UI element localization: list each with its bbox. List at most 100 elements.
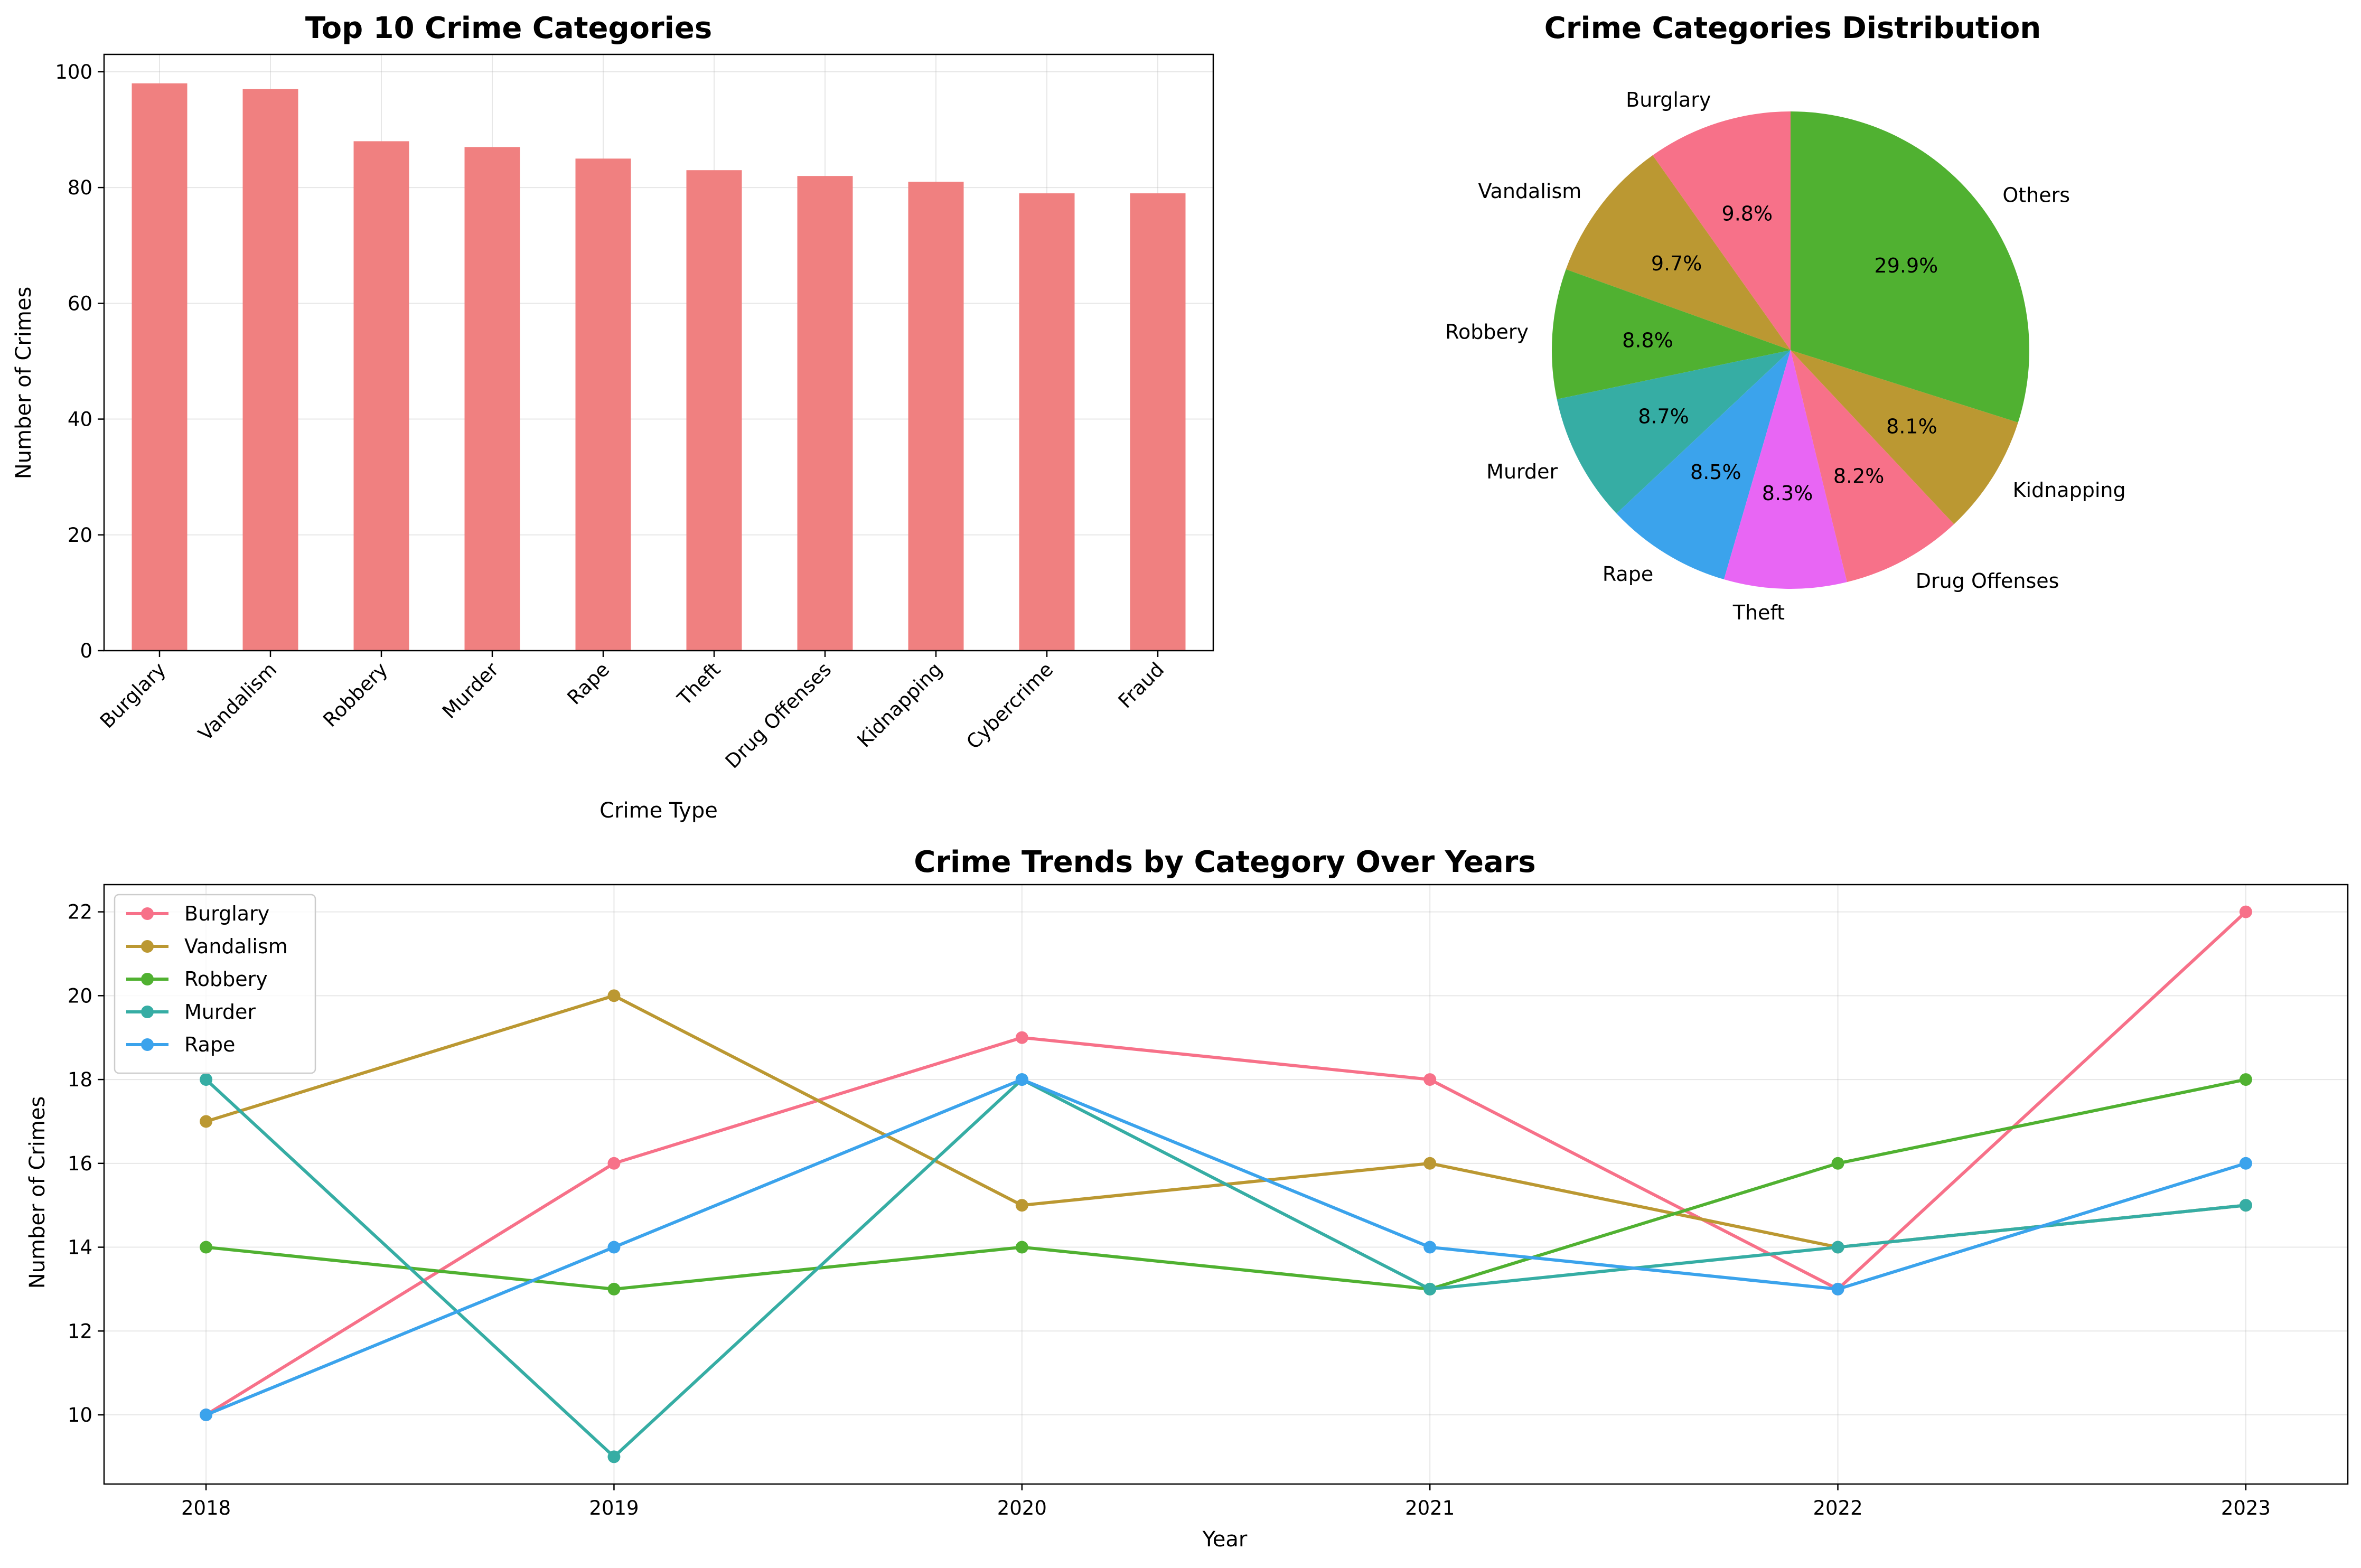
bar-chart-x-tick-label: Drug Offenses — [721, 658, 836, 773]
pie-slice — [1652, 111, 1791, 350]
bar — [242, 89, 298, 651]
line-point — [607, 989, 621, 1002]
bar-chart-x-tick-label: Fraud — [1114, 658, 1169, 713]
line-chart-x-tick-label: 2019 — [589, 1497, 639, 1519]
line-chart-y-tick-label: 20 — [68, 984, 92, 1007]
legend-marker — [141, 907, 154, 920]
line-point — [200, 1409, 213, 1422]
line-point — [1423, 1282, 1437, 1295]
line-series-vandalism — [205, 994, 2246, 1249]
pie-slice — [1616, 350, 1791, 580]
line-point — [200, 1241, 213, 1254]
pie-percent-label: 8.8% — [1622, 328, 1673, 352]
pie-label: Murder — [1486, 460, 1558, 483]
bar — [1019, 193, 1075, 651]
line-series-murder — [205, 1078, 2246, 1459]
pie-label: Vandalism — [1478, 180, 1582, 203]
line-point — [1831, 1282, 1844, 1295]
line-point — [1831, 1241, 1844, 1254]
line-point — [200, 1073, 213, 1086]
line-chart-x-axis-label: Year — [1202, 1527, 1248, 1552]
pie-percent-label: 8.1% — [1886, 415, 1937, 438]
pie-percent-label: 9.8% — [1722, 202, 1773, 226]
bar-chart-panel: Top 10 Crime Categories Crime Type Numbe… — [12, 11, 1214, 823]
legend-label: Murder — [184, 1000, 256, 1024]
bar-chart-x-axis-label: Crime Type — [599, 799, 718, 823]
line-point — [607, 1157, 621, 1170]
bar-chart-y-tick-label: 0 — [80, 640, 92, 662]
line-chart-legend-box — [114, 894, 316, 1074]
pie-percent-label: 8.7% — [1638, 405, 1689, 428]
line-chart-y-axis-label: Number of Crimes — [25, 1096, 50, 1289]
line-point — [1015, 1073, 1028, 1086]
pie-label: Others — [2002, 183, 2070, 206]
line-chart-x-tick-label: 2020 — [997, 1497, 1047, 1519]
pie-label: Robbery — [1445, 321, 1529, 344]
line-chart-title: Crime Trends by Category Over Years — [914, 845, 1535, 879]
bar-chart-y-tick-label: 100 — [55, 61, 92, 83]
line-point — [1015, 1031, 1028, 1044]
legend-label: Rape — [184, 1033, 235, 1056]
pie-chart-title: Crime Categories Distribution — [1544, 11, 2041, 45]
pie-percent-label: 9.7% — [1651, 252, 1702, 275]
bar — [132, 83, 188, 651]
pie-percent-label: 8.3% — [1762, 482, 1813, 505]
pie-percent-label: 8.2% — [1833, 464, 1885, 487]
line-chart-x-tick-label: 2022 — [1813, 1497, 1862, 1519]
line-chart-plot-frame — [103, 884, 2349, 1485]
bar-chart-y-axis-label: Number of Crimes — [12, 287, 36, 480]
pie-percent-label: 8.5% — [1690, 461, 1741, 484]
bar-chart-y-tick-label: 80 — [68, 176, 92, 199]
line-point — [607, 1241, 621, 1254]
line-point — [2239, 1199, 2252, 1212]
pie-slice — [1551, 269, 1791, 400]
pie-label: Rape — [1603, 562, 1653, 586]
legend-marker — [141, 973, 154, 985]
bar-chart-plot-frame — [103, 53, 1214, 652]
line-chart-y-tick-label: 10 — [68, 1404, 92, 1426]
line-point — [1423, 1157, 1437, 1170]
line-chart-y-tick-label: 12 — [68, 1320, 92, 1342]
line-chart-y-tick-label: 14 — [68, 1236, 92, 1259]
line-point — [607, 1450, 621, 1463]
line-chart-panel: Crime Trends by Category Over Years Year… — [25, 845, 2349, 1552]
line-series-burglary — [205, 910, 2247, 1416]
line-point — [1015, 1241, 1028, 1254]
bar-chart-x-tick-label: Vandalism — [194, 658, 281, 745]
legend-marker — [141, 940, 154, 953]
line-chart-y-tick-label: 18 — [68, 1068, 92, 1091]
line-point — [2239, 1073, 2252, 1086]
pie-slice — [1723, 350, 1847, 589]
pie-slice — [1557, 350, 1791, 514]
bar-chart-x-tick-label: Theft — [673, 658, 725, 710]
pie-label: Kidnapping — [2013, 478, 2126, 502]
line-point — [200, 1115, 213, 1128]
pie-percent-label: 29.9% — [1875, 254, 1938, 277]
pie-label: Drug Offenses — [1916, 569, 2059, 593]
bar-chart-y-tick-label: 60 — [68, 292, 92, 315]
pie-chart-panel: Crime Categories Distribution Burglary 9.… — [1445, 11, 2125, 624]
line-point — [1423, 1073, 1437, 1086]
bar-chart-x-tick-label: Rape — [563, 658, 614, 709]
legend-label: Burglary — [184, 902, 269, 925]
line-chart-x-tick-label: 2023 — [2221, 1497, 2271, 1519]
legend-marker — [141, 1006, 154, 1018]
bar — [1130, 193, 1186, 651]
bar-chart-x-tick-label: Robbery — [318, 658, 392, 731]
bar-chart-y-tick-label: 40 — [68, 408, 92, 431]
pie-slice — [1791, 350, 1954, 583]
line-point — [1015, 1199, 1028, 1212]
pie-slice — [1791, 350, 2018, 524]
pie-label: Theft — [1732, 601, 1785, 624]
legend-label: Vandalism — [184, 935, 288, 958]
bar — [797, 176, 853, 651]
line-point — [607, 1282, 621, 1295]
line-point — [1423, 1241, 1437, 1254]
line-series-rape — [205, 1078, 2246, 1416]
line-chart-legend: Burglary Vandalism Robbery Murder Rape — [114, 894, 316, 1074]
bar — [464, 147, 520, 651]
bar — [575, 158, 631, 651]
line-chart-x-tick-label: 2021 — [1405, 1497, 1455, 1519]
bar-chart-y-tick-label: 20 — [68, 524, 92, 547]
pie-slice — [1566, 155, 1791, 350]
